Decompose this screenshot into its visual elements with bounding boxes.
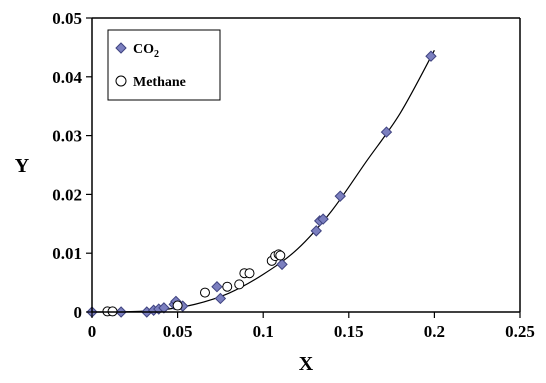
- co2-data-point: [211, 281, 223, 293]
- methane-data-point: [234, 279, 245, 290]
- ticks-layer: 0 0.05 0.1 0.15 0.2 0.25 0 0.01 0.02 0.03 0.04 0.05: [52, 9, 535, 341]
- co2-data-point: [276, 258, 288, 271]
- x-tick-label: 0.15: [334, 322, 364, 341]
- co2-data-point: [158, 302, 170, 314]
- axes-layer: [91, 17, 521, 313]
- x-tick-label: 0.1: [253, 322, 274, 341]
- x-tick-label: 0.25: [505, 322, 535, 341]
- methane-data-point: [172, 300, 183, 311]
- y-tick-label: 0.03: [52, 127, 82, 146]
- legend-methane-circle-icon: [115, 75, 127, 87]
- co2-data-point: [214, 292, 227, 305]
- y-tick-label: 0: [74, 303, 83, 322]
- co2-data-point: [380, 126, 393, 138]
- legend: CO2 Methane: [107, 29, 221, 101]
- x-tick-label: 0.05: [163, 322, 193, 341]
- co2-data-point: [310, 225, 322, 237]
- data-points-layer: [86, 50, 437, 318]
- x-tick-label: 0: [88, 322, 97, 341]
- co2-data-point: [425, 50, 437, 62]
- x-tick-label: 0.2: [424, 322, 445, 341]
- legend-co2-label: CO2: [133, 42, 159, 60]
- y-tick-label: 0.02: [52, 185, 82, 204]
- legend-co2-diamond-icon: [115, 42, 127, 54]
- legend-co2-label-main: CO: [133, 42, 154, 57]
- methane-data-point: [275, 250, 286, 261]
- legend-methane-label: Methane: [133, 75, 186, 90]
- y-tick-label: 0.05: [52, 9, 82, 28]
- legend-co2-label-subscript: 2: [154, 49, 159, 60]
- y-axis-title: Y: [15, 155, 30, 177]
- legend-box: [107, 29, 221, 101]
- methane-data-point: [244, 268, 255, 279]
- co2-data-point: [317, 213, 329, 225]
- y-tick-label: 0.04: [52, 68, 82, 87]
- co2-data-point: [334, 190, 346, 202]
- y-tick-label: 0.01: [52, 244, 82, 263]
- methane-data-point: [222, 281, 233, 292]
- methane-data-point: [199, 287, 210, 298]
- x-axis-title: X: [299, 353, 314, 375]
